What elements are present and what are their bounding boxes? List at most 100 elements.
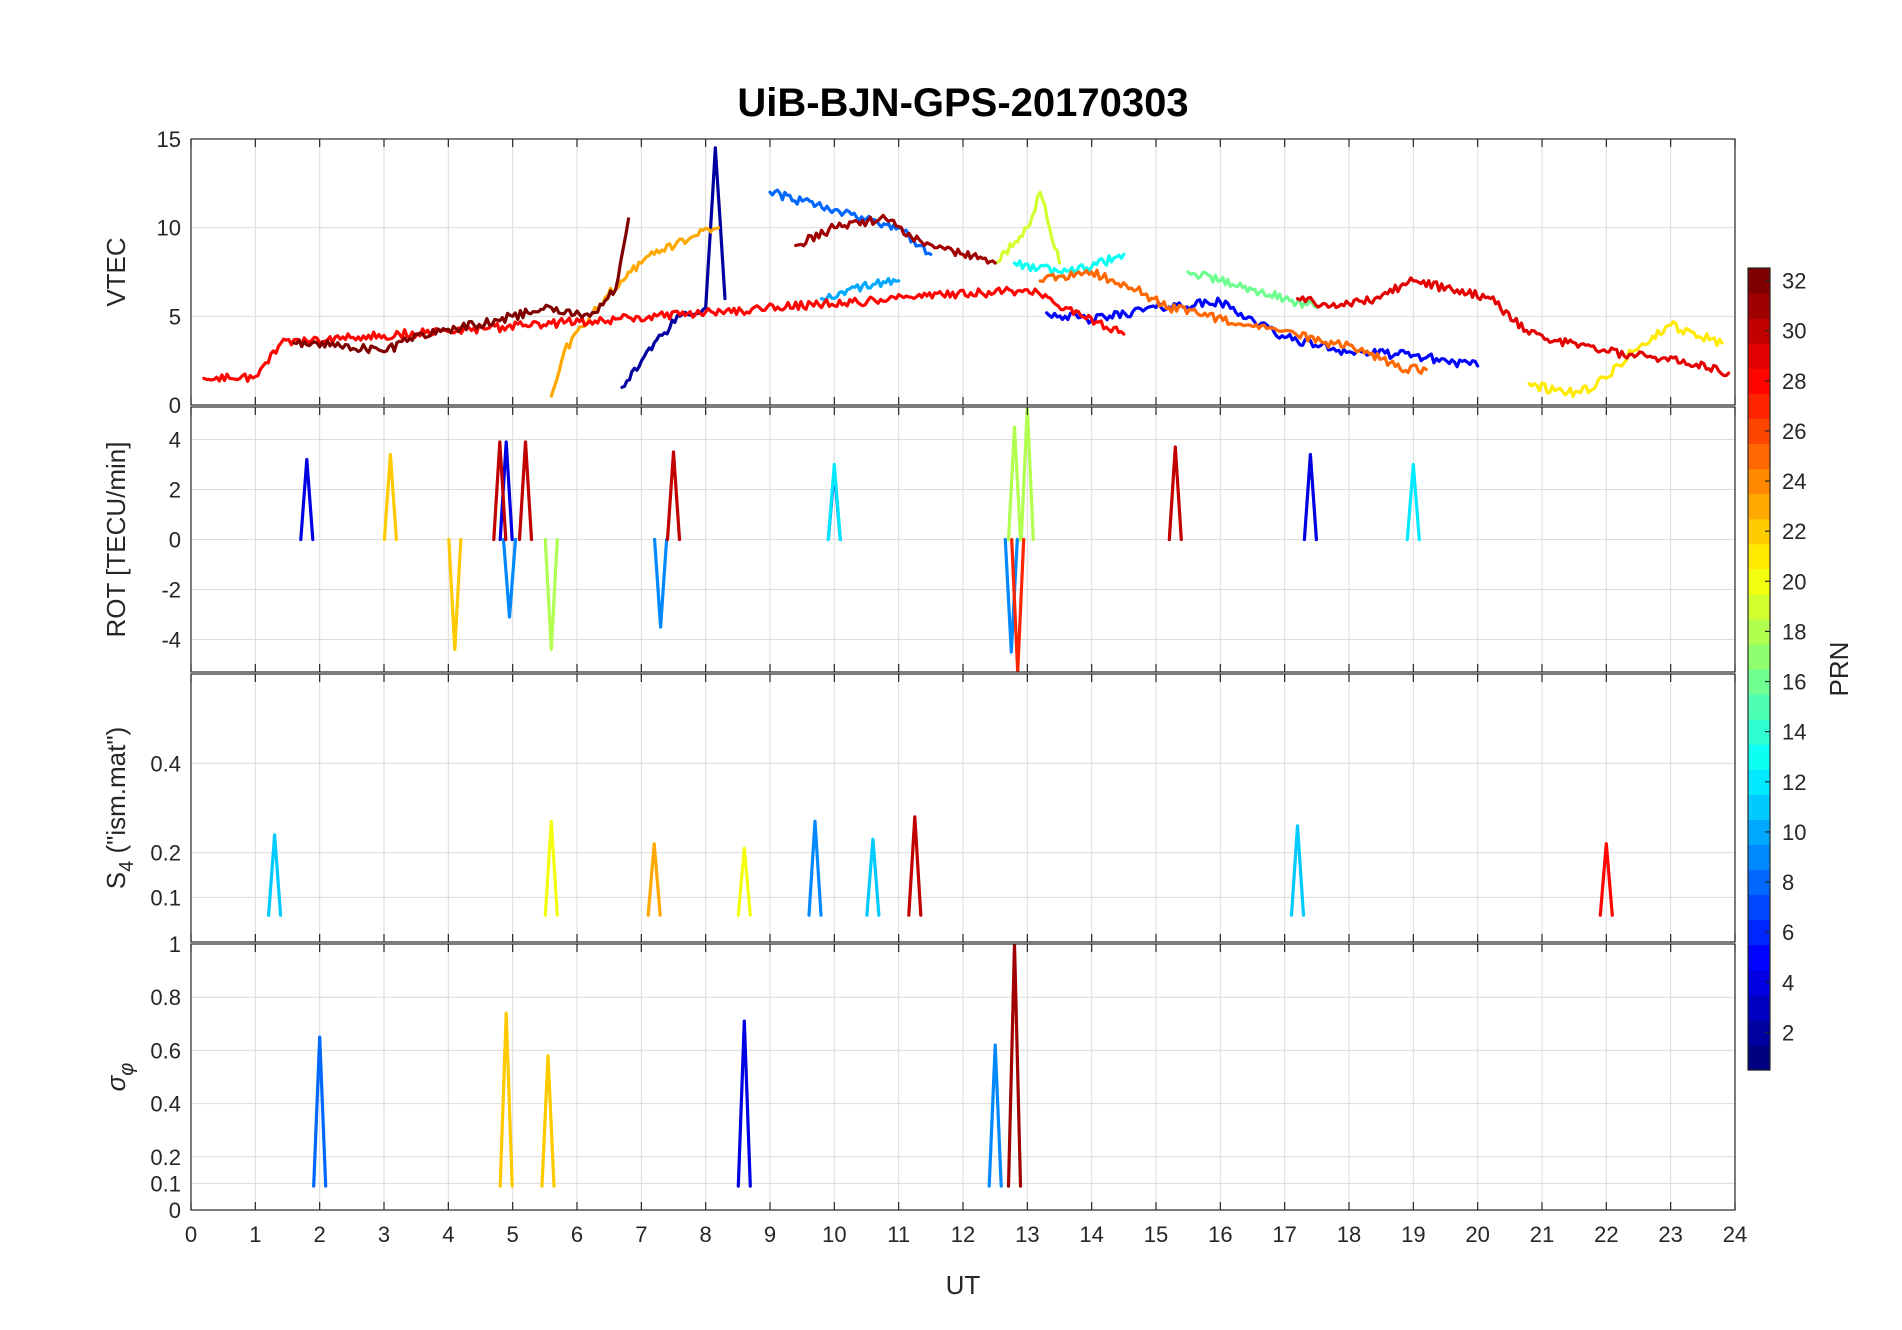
y-tick-label: 0 (169, 393, 181, 418)
colorbar-segment (1748, 518, 1770, 545)
colorbar-frame (1747, 267, 1771, 1071)
colorbar-segment (1748, 493, 1770, 520)
x-tick-label: 22 (1594, 1222, 1618, 1247)
panel-1: -4 -2 0 2 4 ROT [TECU/min] (101, 406, 1736, 673)
colorbar-segment (1748, 368, 1770, 394)
colorbar-segment (1748, 969, 1770, 996)
prn-11-trace (267, 824, 1306, 917)
x-tick-label: 11 (887, 1222, 910, 1247)
prn-21-trace (1527, 320, 1724, 398)
prn-2-trace (620, 146, 727, 389)
prn-32-trace (292, 217, 631, 355)
x-tick-label: 14 (1079, 1222, 1103, 1247)
y-tick-label: 0.2 (150, 1145, 181, 1170)
colorbar-tick-label: 2 (1782, 1020, 1794, 1045)
traces-2 (267, 815, 1614, 917)
x-tick-label: 16 (1208, 1222, 1232, 1247)
colorbar-label: PRN (1824, 642, 1854, 697)
x-tick-label: 12 (951, 1222, 975, 1247)
colorbar-segment (1748, 794, 1770, 820)
y-tick-label: 4 (169, 428, 181, 453)
prn-23-trace (646, 842, 662, 917)
y-tick-label: 0.4 (150, 1092, 181, 1117)
colorbar-tick-label: 6 (1782, 920, 1794, 945)
colorbar-segment (1748, 393, 1770, 419)
colorbar-segment (1748, 919, 1770, 946)
colorbar-tick-label: 18 (1782, 619, 1806, 644)
prn-28-trace (202, 285, 1126, 383)
colorbar-segment (1748, 418, 1770, 445)
x-tick-label: 9 (764, 1222, 776, 1247)
x-tick-label: 23 (1658, 1222, 1682, 1247)
colorbar-tick-label: 8 (1782, 870, 1794, 895)
prn-9-trace (807, 819, 823, 917)
prn-10-trace (819, 276, 901, 302)
colorbar-segment (1748, 669, 1770, 695)
x-tick-label: 2 (314, 1222, 326, 1247)
colorbar-segment (1748, 643, 1770, 670)
traces-1 (299, 407, 1421, 672)
x-tick-label: 0 (185, 1222, 197, 1247)
y-tick-label: -4 (161, 628, 181, 653)
colorbar-segment (1748, 869, 1770, 896)
colorbar-tick-label: 12 (1782, 770, 1806, 795)
prn-18-trace (543, 407, 1035, 652)
y-tick-label: 0.8 (150, 985, 181, 1010)
y-tick-label: 0.4 (150, 751, 181, 776)
y-axis-label-2: S4 ("ism.mat") (101, 727, 138, 889)
prn-4-trace (299, 440, 1318, 542)
colorbar-segment (1748, 894, 1770, 921)
y-tick-label: 0 (169, 528, 181, 553)
x-tick-label: 24 (1723, 1222, 1747, 1247)
colorbar-tick-label: 16 (1782, 670, 1806, 695)
colorbar-segment (1748, 844, 1770, 871)
y-tick-label: 0 (169, 1198, 181, 1223)
x-tick-label: 1 (249, 1222, 261, 1247)
colorbar-tick-label: 22 (1782, 519, 1806, 544)
y-tick-label: 15 (157, 127, 181, 152)
colorbar-segment (1748, 1044, 1770, 1071)
prn-4-trace (736, 1019, 752, 1188)
y-tick-label: -2 (161, 578, 181, 603)
traces-0 (202, 146, 1731, 398)
y-tick-label: 0.1 (150, 1171, 181, 1196)
colorbar-tick-label: 24 (1782, 469, 1806, 494)
chart-title: UiB-BJN-GPS-20170303 (737, 81, 1188, 125)
colorbar-tick-label: 20 (1782, 569, 1806, 594)
x-tick-labels: 0 1 2 3 4 5 6 7 8 9 10 11 12 13 14 15 16 17 18 19 20 21 22 23 24 (185, 1222, 1747, 1247)
colorbar-tick-label: 32 (1782, 269, 1806, 294)
panel-3: 00.10.2 0.4 0.6 0.8 1 σφ (101, 932, 1736, 1223)
colorbar-segment (1748, 694, 1770, 720)
y-tick-label: 0.1 (150, 885, 181, 910)
prn-30-trace (492, 440, 1183, 542)
colorbar-segment (1748, 443, 1770, 470)
colorbar-segment (1748, 994, 1770, 1021)
prn-25-trace (1038, 268, 1428, 375)
colorbar-segment (1748, 468, 1770, 495)
colorbar-tick-label: 14 (1782, 720, 1806, 745)
x-tick-label: 20 (1465, 1222, 1489, 1247)
y-tick-label: 10 (157, 216, 181, 241)
prn-5-trace (1045, 296, 1480, 369)
y-tick-label: 5 (169, 304, 181, 329)
x-tick-label: 8 (700, 1222, 712, 1247)
prn-13-trace (1012, 252, 1126, 276)
prn-8-trace (312, 1035, 328, 1188)
y-tick-label: 2 (169, 478, 181, 503)
colorbar-segment (1748, 618, 1770, 645)
colorbar-segment (1748, 593, 1770, 620)
prn-22-trace (382, 452, 463, 652)
colorbar-segment (1748, 268, 1770, 294)
x-tick-label: 17 (1272, 1222, 1296, 1247)
x-tick-label: 4 (442, 1222, 454, 1247)
prn-23-trace (549, 226, 721, 398)
prn-20-trace (543, 819, 752, 917)
colorbar-tick-label: 4 (1782, 970, 1794, 995)
panel-2: 0.1 0.2 0.4 S4 ("ism.mat") (101, 673, 1736, 943)
prn-16-trace (1186, 270, 1319, 310)
x-tick-label: 13 (1015, 1222, 1039, 1247)
prn-22-trace (498, 1011, 556, 1188)
